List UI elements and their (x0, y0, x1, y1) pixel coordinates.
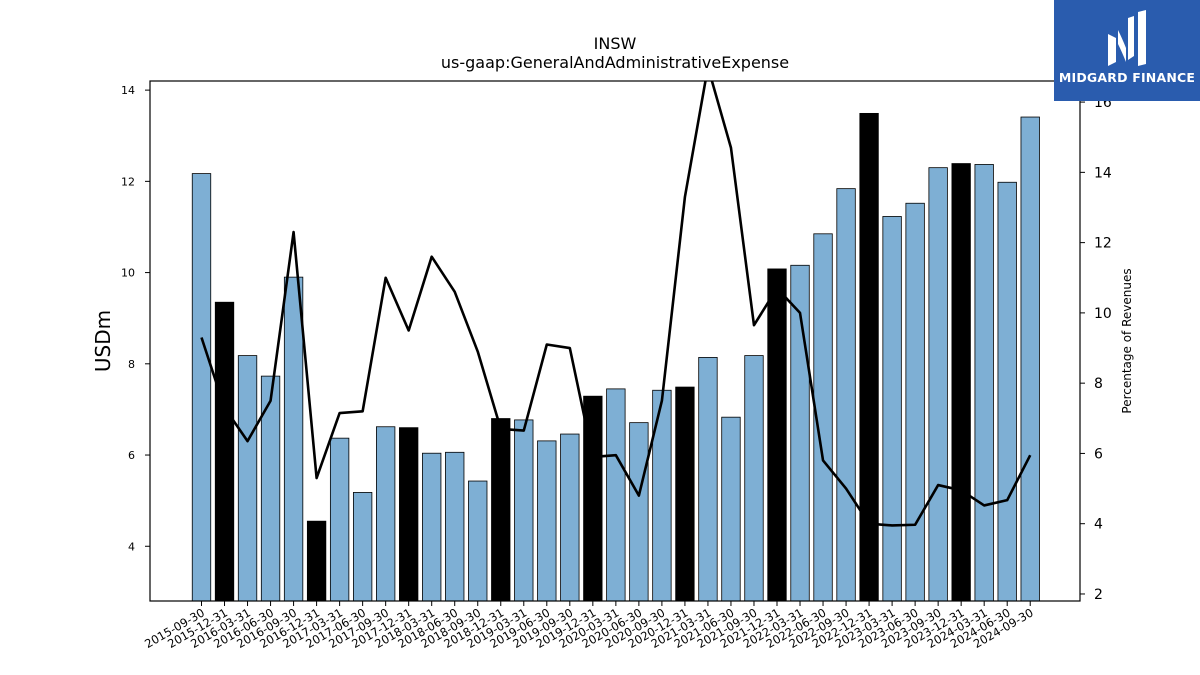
bar-2024-09-30 (1020, 116, 1040, 602)
bar-2017-12-31 (399, 427, 419, 602)
bar-2016-03-31 (237, 355, 258, 602)
bar-2016-12-31 (306, 520, 327, 602)
plot-frame (149, 80, 1081, 602)
brand-name: MIDGARD FINANCE (1058, 70, 1196, 85)
bar-2022-09-30 (836, 188, 856, 602)
y2-tick-label: 8 (1094, 376, 1103, 392)
bar-2018-03-31 (422, 452, 442, 602)
y2-tick-label: 6 (1094, 446, 1103, 462)
bar-2018-09-30 (468, 480, 488, 602)
bar-2017-03-31 (329, 437, 350, 602)
bar-2020-12-31 (675, 386, 695, 602)
x-axis: 2015-09-302015-12-312016-03-312016-06-30… (142, 601, 1036, 651)
percentage-line (200, 81, 1032, 527)
bar-2017-09-30 (376, 426, 396, 602)
bar-2015-12-31 (214, 301, 235, 602)
y-tick-label: 6 (128, 449, 135, 462)
y2-axis-label: Percentage of Revenues (1120, 268, 1134, 413)
bar-2023-03-31 (882, 216, 902, 602)
y2-tick-label: 2 (1094, 587, 1103, 603)
chart-title: INSW (594, 34, 637, 53)
bar-2018-06-30 (445, 451, 465, 602)
y-axis-left: 4 6 8 10 12 14 (121, 84, 150, 553)
bar-2019-06-30 (537, 440, 557, 602)
midgard-m-icon (1108, 10, 1146, 66)
y-tick-label: 4 (128, 540, 135, 553)
bar-2023-12-31 (951, 163, 971, 602)
bar-2021-09-30 (744, 355, 764, 602)
bar-2024-03-31 (974, 164, 994, 602)
y-axis-label: USDm (91, 310, 115, 372)
midgard-logo: MIDGARD FINANCE (1054, 0, 1200, 101)
bar-2021-06-30 (721, 416, 741, 602)
y-tick-label: 14 (121, 84, 135, 97)
y2-tick-label: 4 (1094, 517, 1103, 533)
bar-2018-12-31 (491, 418, 511, 602)
bar-2019-03-31 (514, 419, 534, 602)
bar-2019-09-30 (560, 433, 580, 602)
y-tick-label: 10 (121, 267, 135, 280)
chart-subtitle: us-gaap:GeneralAndAdministrativeExpense (441, 53, 789, 72)
y-tick-label: 8 (128, 358, 135, 371)
y-tick-label: 12 (121, 175, 135, 188)
bar-2015-09-30 (191, 173, 212, 602)
bar-2020-09-30 (652, 389, 672, 602)
bar-2020-03-31 (606, 388, 626, 602)
line-group (200, 81, 1032, 527)
y2-tick-label: 12 (1094, 236, 1112, 252)
bar-2016-09-30 (283, 276, 304, 602)
y2-tick-label: 14 (1094, 165, 1112, 181)
bar-2021-12-31 (767, 268, 787, 602)
bar-2023-09-30 (928, 167, 948, 602)
y2-tick-label: 10 (1094, 306, 1112, 322)
bar-2022-12-31 (859, 112, 879, 602)
bar-2017-06-30 (352, 492, 373, 602)
bar-2021-03-31 (698, 357, 718, 602)
bar-group (191, 112, 1040, 602)
bar-2023-06-30 (905, 202, 925, 602)
bar-2024-06-30 (997, 181, 1017, 602)
bar-2020-06-30 (629, 422, 649, 602)
